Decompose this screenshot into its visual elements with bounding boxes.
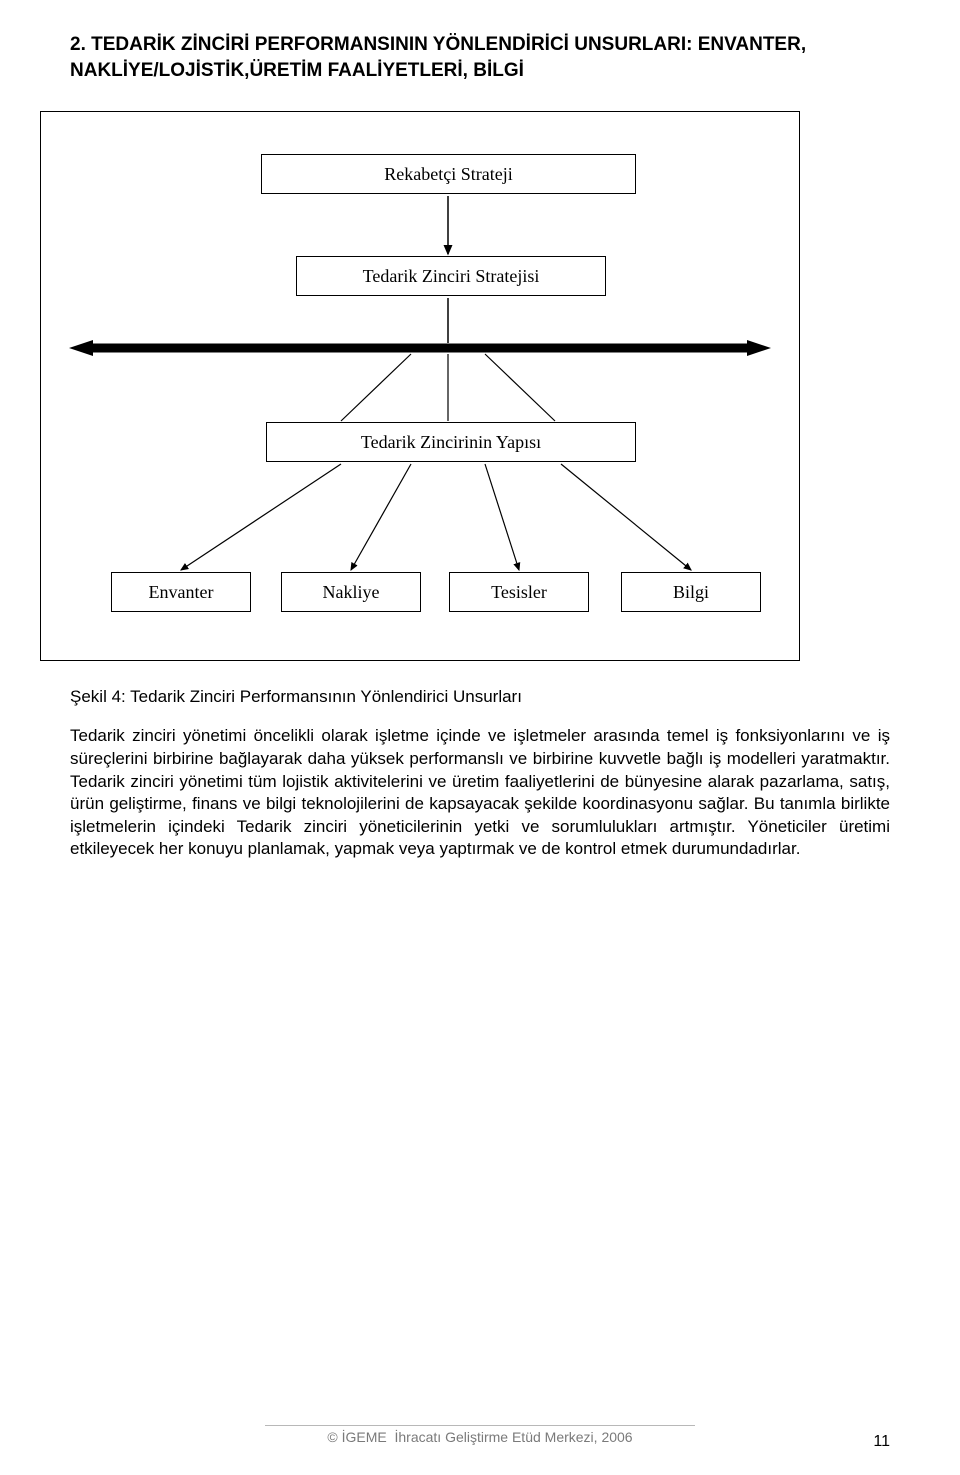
diagram-box-facilities: Tesisler bbox=[449, 572, 589, 612]
footer-text: © İGEME ­ İhracatı Geliştirme Etüd Merke… bbox=[265, 1425, 695, 1445]
diagram-box-structure: Tedarik Zincirinin Yapısı bbox=[266, 422, 636, 462]
diagram-box-inventory: Envanter bbox=[111, 572, 251, 612]
page-footer: © İGEME ­ İhracatı Geliştirme Etüd Merke… bbox=[0, 1425, 960, 1447]
diagram-box-competitive-strategy: Rekabetçi Strateji bbox=[261, 154, 636, 194]
body-paragraph: Tedarik zinciri yönetimi öncelikli olara… bbox=[70, 725, 890, 861]
section-heading: 2. TEDARİK ZİNCİRİ PERFORMANSININ YÖNLEN… bbox=[70, 32, 890, 83]
diagram-box-transport: Nakliye bbox=[281, 572, 421, 612]
figure-caption: Şekil 4: Tedarik Zinciri Performansının … bbox=[70, 687, 890, 707]
diagram-box-supply-chain-strategy: Tedarik Zinciri Stratejisi bbox=[296, 256, 606, 296]
page-number: 11 bbox=[873, 1433, 890, 1451]
diagram-container: Rekabetçi Strateji Tedarik Zinciri Strat… bbox=[40, 111, 800, 661]
diagram-box-information: Bilgi bbox=[621, 572, 761, 612]
